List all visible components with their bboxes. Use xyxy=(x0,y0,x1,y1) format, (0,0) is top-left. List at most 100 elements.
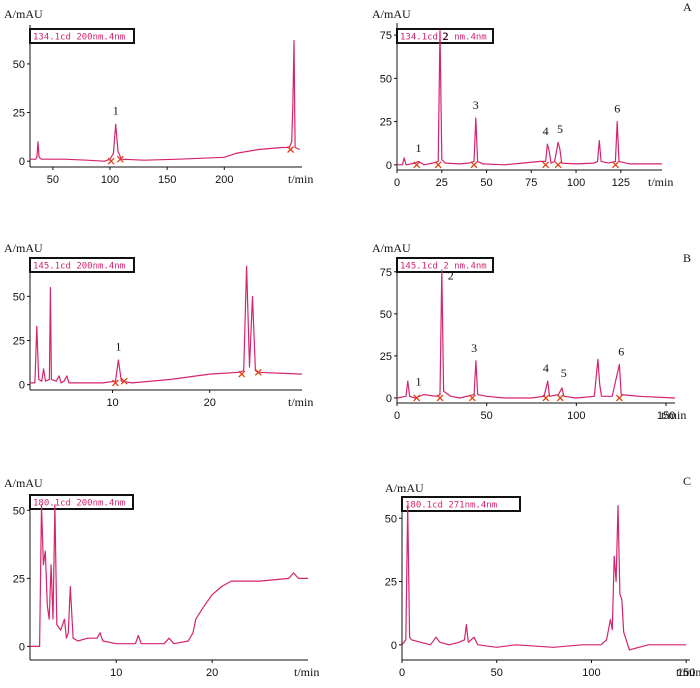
y-tick-label: 25 xyxy=(380,117,392,129)
y-tick-label: 0 xyxy=(19,641,25,653)
integration-marker xyxy=(413,161,421,169)
trace-banner-box xyxy=(29,257,135,273)
trace-banner-text: 134.1cd 200nm.4nm xyxy=(33,33,125,43)
peak-label: 3 xyxy=(473,98,479,112)
integration-marker xyxy=(107,157,115,165)
x-tick-label: 50 xyxy=(481,410,493,422)
y-tick-label: 0 xyxy=(386,393,392,405)
integration-marker xyxy=(434,161,442,169)
chromatogram-trace xyxy=(30,265,303,384)
peak-label: 6 xyxy=(614,101,620,115)
trace-banner-text: 180.1cd 271nm.4nm xyxy=(405,501,497,511)
peak-label: 2 xyxy=(448,269,454,283)
x-tick-label: 20 xyxy=(204,397,216,409)
panel-label-a: A xyxy=(683,0,692,14)
integration-marker xyxy=(413,394,421,402)
x-axis-label: t/min xyxy=(648,175,673,189)
x-tick-label: 75 xyxy=(525,177,537,189)
y-tick-label: 25 xyxy=(13,108,25,120)
y-tick-label: 75 xyxy=(380,30,392,42)
x-tick-label: 10 xyxy=(110,667,122,679)
integration-marker xyxy=(254,368,262,376)
y-tick-label: 0 xyxy=(391,640,397,652)
y-tick-label: 0 xyxy=(19,380,25,392)
trace-banner-box xyxy=(396,257,494,273)
x-tick-label: 125 xyxy=(612,177,630,189)
chromatogram-trace xyxy=(30,504,308,647)
x-axis-label: t/min xyxy=(294,665,319,679)
integration-marker xyxy=(112,379,119,387)
x-axis-label: t/min xyxy=(288,395,313,409)
trace-banner-box xyxy=(29,28,135,44)
chart-panel-A-left: 0 25 50 50 100 150 200 A/mAU t/min 134.1cd 200nm.… xyxy=(4,7,313,186)
x-tick-label: 20 xyxy=(206,667,218,679)
y-tick-label: 25 xyxy=(385,577,397,589)
trace-banner-text: 145.1cd 2 nm.4nm xyxy=(400,262,487,272)
x-tick-label: 50 xyxy=(491,667,503,679)
integration-marker xyxy=(611,161,619,169)
peak-label: 5 xyxy=(561,366,567,380)
x-tick-label: 100 xyxy=(567,410,585,422)
peak-label: 1 xyxy=(415,141,421,155)
x-tick-label: 50 xyxy=(480,177,492,189)
panel-label-c: C xyxy=(683,474,691,488)
chromatogram-trace xyxy=(396,269,676,399)
y-tick-label: 25 xyxy=(13,573,25,585)
integration-marker xyxy=(470,161,478,169)
y-axis-label: A/mAU xyxy=(4,241,43,255)
trace-banner-box xyxy=(29,494,134,510)
integration-marker xyxy=(556,394,564,402)
x-tick-label: 100 xyxy=(101,174,119,186)
x-tick-label: 0 xyxy=(399,667,405,679)
chart-panel-C-right: 0 25 50 0 50 100 150 A/mAU t/min 180.1cd 271nm.4n… xyxy=(385,481,700,679)
peak-label: 1 xyxy=(416,375,422,389)
trace-banner-text: 180.1cd 200nm.4nm xyxy=(33,499,125,509)
y-tick-label: 50 xyxy=(380,309,392,321)
y-tick-label: 0 xyxy=(19,156,25,168)
integration-marker xyxy=(116,155,124,163)
integration-marker xyxy=(542,161,550,169)
peak-label: 1 xyxy=(115,340,121,354)
x-tick-label: 10 xyxy=(106,397,118,409)
x-tick-label: 150 xyxy=(677,667,695,679)
y-tick-label: 50 xyxy=(385,513,397,525)
integration-marker xyxy=(238,370,246,378)
y-tick-label: 50 xyxy=(13,59,25,71)
y-tick-label: 25 xyxy=(13,336,25,348)
peak-label: 4 xyxy=(543,361,549,375)
integration-marker xyxy=(468,394,476,402)
y-tick-label: 50 xyxy=(13,291,25,303)
integration-marker xyxy=(287,146,295,153)
x-axis-label: t/min xyxy=(288,172,313,186)
x-tick-label: 150 xyxy=(158,174,176,186)
trace-banner-box xyxy=(396,28,494,44)
y-axis-label: A/mAU xyxy=(4,7,43,21)
y-axis-label: A/mAU xyxy=(385,481,424,495)
x-tick-label: 100 xyxy=(582,667,600,679)
peak-label: 4 xyxy=(543,124,549,138)
trace-banner-text: 134.1cd 2 nm.4nm xyxy=(400,33,487,43)
y-axis-label: A/mAU xyxy=(4,476,43,490)
y-tick-label: 25 xyxy=(380,351,392,363)
chart-panel-C-left: 0 25 50 10 20 A/mAU t/min 180.1cd 200nm.4nm xyxy=(4,476,319,679)
chromatogram-trace xyxy=(401,505,687,651)
x-tick-label: 150 xyxy=(657,410,675,422)
x-tick-label: 100 xyxy=(567,177,585,189)
x-tick-label: 200 xyxy=(215,174,233,186)
chart-panel-B-left: 0 25 50 10 20 A/mAU t/min 145.1cd 200nm.4nm 1 xyxy=(4,241,313,409)
peak-label: 5 xyxy=(557,122,563,136)
trace-banner-box xyxy=(401,496,521,512)
y-axis-label: A/mAU xyxy=(372,7,411,21)
x-tick-label: 0 xyxy=(394,410,400,422)
panel-label-b: B xyxy=(683,251,691,265)
integration-marker xyxy=(554,161,562,169)
y-tick-label: 0 xyxy=(386,160,392,172)
y-tick-label: 50 xyxy=(380,73,392,85)
peak-label: 3 xyxy=(471,341,477,355)
x-tick-label: 25 xyxy=(436,177,448,189)
x-tick-label: 50 xyxy=(47,174,59,186)
integration-marker xyxy=(615,394,623,402)
